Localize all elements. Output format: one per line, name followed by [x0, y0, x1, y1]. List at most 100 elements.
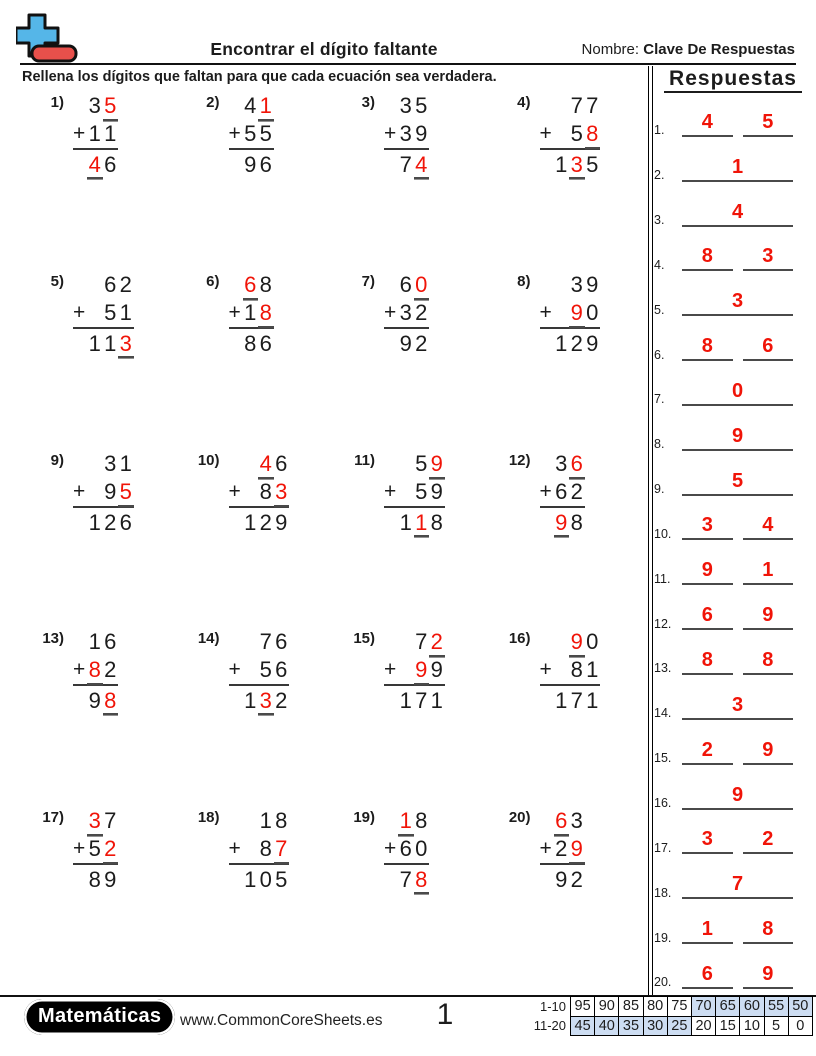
answer-row-2: 2. 1 [654, 143, 796, 188]
answer-blank: 2 [682, 733, 733, 765]
answers-title-text: Respuestas [664, 67, 802, 93]
answer-digit: 4 [415, 152, 428, 177]
digit: 8 [430, 509, 443, 535]
plus-sign: + [228, 300, 241, 324]
answer-digit: 0 [731, 379, 744, 402]
answer-row-7: 7. 0 [654, 367, 796, 412]
digit: 8 [88, 867, 101, 893]
answer-digit: 1 [399, 808, 412, 834]
digit: 0 [586, 299, 599, 325]
addend2-row: +8 1 [540, 656, 601, 684]
digit: 8 [259, 836, 272, 862]
digit: 5 [244, 121, 257, 146]
digit: 4 [244, 93, 257, 118]
answer-row-13: 13. 8 8 [654, 636, 796, 681]
answer-row-16: 16. 9 [654, 771, 796, 816]
answer-blank: 3 [682, 688, 793, 720]
answer-blank: 4 [742, 508, 793, 541]
answer-row-20: 20. 6 9 [654, 950, 796, 995]
digit: 2 [415, 299, 428, 325]
answer-blank: 9 [682, 553, 733, 586]
plus-sign: + [73, 300, 86, 324]
answer-number: 9. [654, 482, 665, 497]
score-cell: 95 [569, 996, 596, 1017]
digit: 2 [275, 688, 288, 714]
digit: 6 [275, 629, 288, 655]
digit: 0 [259, 867, 272, 893]
answer-number: 11. [654, 571, 671, 586]
problem-number: 12) [508, 451, 531, 469]
answer-digit: 8 [259, 299, 272, 325]
digit: 1 [244, 867, 257, 893]
digit: 2 [570, 867, 583, 893]
digit: 1 [88, 629, 101, 655]
plus-sign: + [228, 479, 241, 503]
digit: 7 [415, 629, 428, 655]
addend2-row: +5 5 [229, 120, 274, 148]
problem-number: 16) [508, 630, 531, 648]
digit: 6 [275, 657, 288, 683]
problem-18: 18) 1 8 +8 7 1 0 5 [180, 807, 336, 986]
answer-row-1: 1. 4 5 [654, 98, 796, 143]
digit: 7 [259, 629, 272, 655]
digit: 5 [415, 450, 428, 476]
answer-digit: 3 [275, 478, 288, 504]
score-cell: 35 [618, 1015, 644, 1036]
score-cell: 90 [594, 996, 620, 1017]
score-cell: 65 [715, 996, 741, 1017]
digit: 3 [570, 808, 583, 834]
answer-digit: 5 [762, 110, 774, 133]
answer-digit: 9 [415, 657, 428, 683]
score-cell: 80 [642, 996, 668, 1017]
answer-digit: 9 [570, 299, 583, 325]
answer-blank: 7 [682, 867, 793, 900]
answer-number: 12. [654, 616, 672, 631]
answer-row-5: 5. 3 [654, 277, 796, 322]
digit: 6 [104, 629, 117, 655]
answer-digit: 9 [762, 962, 774, 985]
digit: 1 [104, 121, 117, 146]
problems-grid: 1) 3 5 +1 1 4 6 2) 4 1 +5 5 9 6 3) 3 5 +3 9 7 4 4) 7 7 +5 8 1 3 5 5) 6… [24, 92, 648, 986]
addend2-row: +9 9 [384, 656, 445, 684]
answer-digit: 8 [701, 335, 713, 358]
answer-digit: 2 [701, 738, 713, 761]
page-number: 1 [436, 998, 454, 1031]
problem-number: 14) [197, 630, 220, 648]
problem-number: 17) [42, 809, 64, 827]
answer-number: 3. [654, 213, 665, 228]
answer-blank: 6 [682, 957, 733, 989]
answer-blank: 6 [682, 598, 733, 631]
answer-row-8: 8. 9 [654, 412, 796, 457]
problem-number: 9) [50, 451, 64, 469]
digit: 6 [259, 152, 272, 177]
answer-number: 7. [654, 392, 665, 407]
problem-7: 7) 6 0 +3 2 9 2 [335, 271, 491, 450]
digit: 1 [88, 509, 101, 535]
answer-digit: 1 [762, 559, 774, 582]
digit: 2 [104, 509, 117, 535]
digit: 1 [555, 152, 568, 177]
addend2-row: +2 9 [540, 835, 585, 863]
digit: 8 [259, 271, 272, 297]
digit: 9 [586, 271, 599, 297]
page-title: Encontrar el dígito faltante [210, 39, 438, 59]
score-cell: 85 [618, 996, 644, 1017]
answer-digit: 8 [762, 918, 774, 941]
answer-digit: 1 [731, 155, 744, 178]
